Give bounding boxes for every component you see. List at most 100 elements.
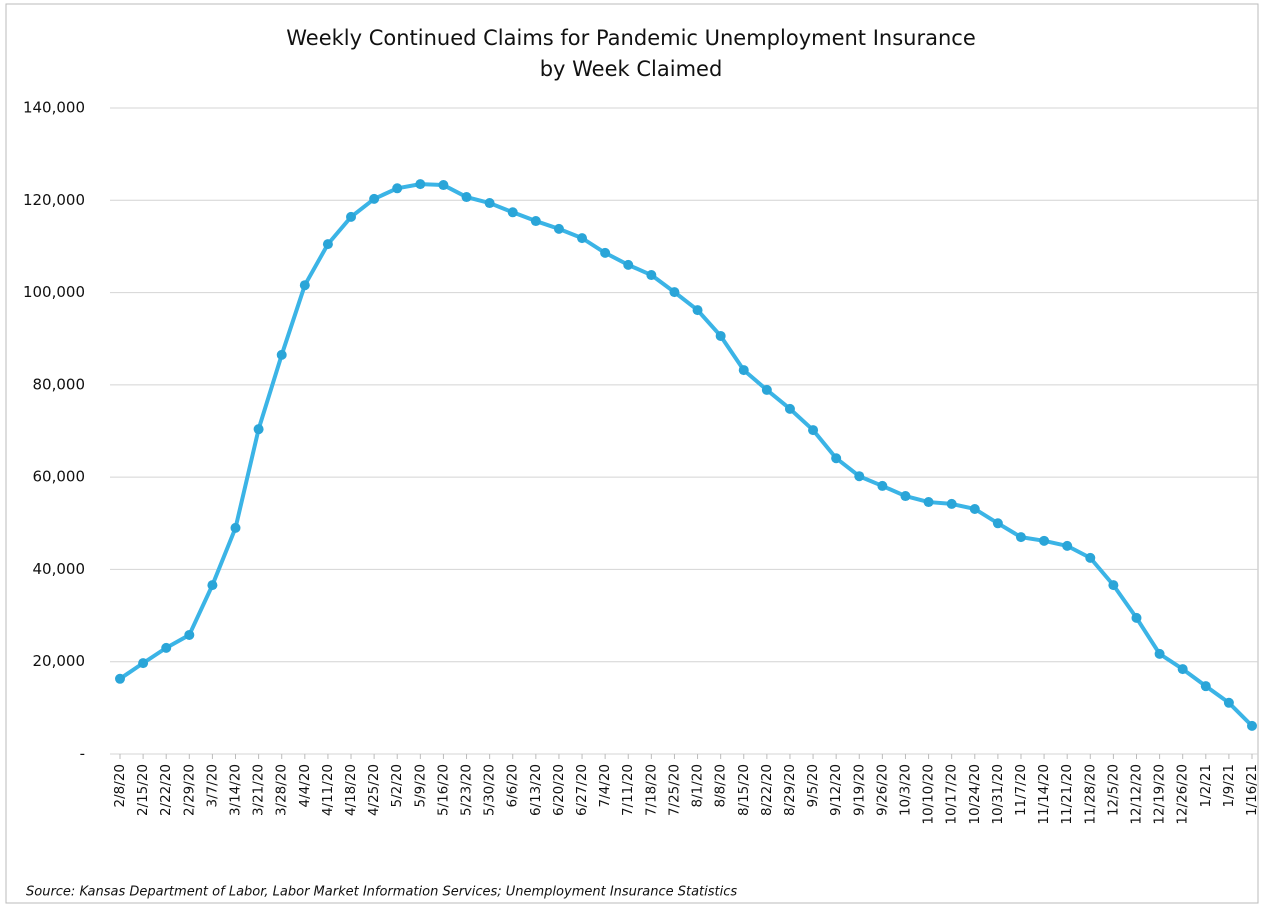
x-tick-label: 12/5/20 <box>1105 764 1121 816</box>
data-point <box>831 453 842 464</box>
data-point <box>808 425 819 436</box>
data-point <box>1131 612 1142 623</box>
x-tick-label: 10/10/20 <box>921 764 937 825</box>
x-tick-label: 7/18/20 <box>643 764 659 816</box>
x-tick-label: 11/7/20 <box>1013 764 1029 816</box>
x-tick-label: 9/5/20 <box>805 764 821 807</box>
data-point <box>276 349 287 360</box>
data-point <box>1200 681 1211 692</box>
data-point <box>969 503 980 514</box>
x-tick-label: 9/12/20 <box>828 764 844 816</box>
data-point <box>669 287 680 298</box>
x-tick-label: 8/22/20 <box>759 764 775 816</box>
x-tick-label: 2/29/20 <box>181 764 197 816</box>
y-tick-label: 80,000 <box>33 375 86 393</box>
chart-subtitle: by Week Claimed <box>540 57 723 81</box>
x-tick-label: 10/3/20 <box>897 764 913 816</box>
x-tick-label: 12/19/20 <box>1152 764 1168 825</box>
x-tick-label: 3/21/20 <box>251 764 267 816</box>
y-tick-label: - <box>80 745 85 763</box>
y-tick-label: 100,000 <box>23 283 85 301</box>
x-tick-label: 10/24/20 <box>967 764 983 825</box>
x-tick-label: 10/31/20 <box>990 764 1006 825</box>
x-tick-label: 6/13/20 <box>528 764 544 816</box>
data-point <box>1177 664 1188 675</box>
data-point <box>715 330 726 341</box>
data-point <box>623 259 634 270</box>
x-tick-label: 11/28/20 <box>1082 764 1098 825</box>
x-tick-label: 7/11/20 <box>620 764 636 816</box>
data-point <box>854 471 865 482</box>
data-point <box>646 270 657 281</box>
data-point <box>692 305 703 316</box>
x-tick-label: 3/28/20 <box>274 764 290 816</box>
data-point <box>184 629 195 640</box>
y-tick-label: 20,000 <box>33 652 86 670</box>
data-point <box>553 223 564 234</box>
x-tick-label: 5/30/20 <box>482 764 498 816</box>
data-point <box>946 498 957 509</box>
x-tick-label: 1/16/21 <box>1244 764 1260 816</box>
x-tick-label: 4/25/20 <box>366 764 382 816</box>
x-tick-label: 7/4/20 <box>597 764 613 807</box>
data-point <box>1223 697 1234 708</box>
x-tick-label: 4/11/20 <box>320 764 336 816</box>
x-tick-label: 11/14/20 <box>1036 764 1052 825</box>
x-tick-label: 5/23/20 <box>459 764 475 816</box>
x-tick-label: 2/15/20 <box>135 764 151 816</box>
y-tick-label: 40,000 <box>33 560 86 578</box>
x-tick-label: 10/17/20 <box>944 764 960 825</box>
chart-title: Weekly Continued Claims for Pandemic Une… <box>286 26 976 50</box>
x-tick-label: 2/22/20 <box>158 764 174 816</box>
x-tick-label: 1/2/21 <box>1198 764 1214 807</box>
data-point <box>392 183 403 194</box>
x-tick-label: 8/1/20 <box>690 764 706 807</box>
data-point <box>138 658 149 669</box>
data-point <box>1039 535 1050 546</box>
data-point <box>415 179 426 190</box>
data-point <box>1085 552 1096 563</box>
x-tick-label: 1/9/21 <box>1221 764 1237 807</box>
data-line <box>118 182 1254 728</box>
y-tick-label: 140,000 <box>23 99 85 117</box>
x-tick-label: 9/19/20 <box>851 764 867 816</box>
x-tick-label: 12/12/20 <box>1128 764 1144 825</box>
data-point <box>992 518 1003 529</box>
frame <box>5 3 1259 904</box>
data-point <box>115 673 125 684</box>
x-tick-label: 11/21/20 <box>1059 764 1075 825</box>
data-point <box>1154 648 1165 659</box>
data-point <box>784 403 795 414</box>
x-tick-label: 4/18/20 <box>343 764 359 816</box>
y-tick-label: 60,000 <box>33 468 86 486</box>
data-point <box>299 280 310 291</box>
x-tick-label: 12/26/20 <box>1175 764 1191 825</box>
x-tick-label: 2/8/20 <box>112 764 128 807</box>
x-tick-label: 8/15/20 <box>736 764 752 816</box>
data-point <box>738 365 749 376</box>
y-tick-label: 120,000 <box>23 191 85 209</box>
data-point <box>369 193 380 204</box>
data-point <box>507 207 518 218</box>
x-tick-label: 3/7/20 <box>204 764 220 807</box>
x-tick-label: 5/2/20 <box>389 764 405 807</box>
source-note: Source: Kansas Department of Labor, Labo… <box>26 885 737 900</box>
data-point <box>577 233 588 244</box>
x-tick-label: 8/8/20 <box>713 764 729 807</box>
data-point <box>877 480 888 491</box>
data-point <box>438 180 449 191</box>
data-point <box>230 522 241 533</box>
data-point <box>761 384 772 395</box>
data-point <box>346 211 357 222</box>
data-point <box>484 198 495 209</box>
x-tick-label: 7/25/20 <box>666 764 682 816</box>
data-point <box>461 192 472 203</box>
x-tick-label: 5/16/20 <box>435 764 451 816</box>
data-point <box>1062 540 1073 551</box>
x-tick-label: 3/14/20 <box>228 764 244 816</box>
data-point <box>923 497 934 508</box>
data-point <box>322 239 333 250</box>
data-point <box>207 580 218 591</box>
x-tick-label: 6/20/20 <box>551 764 567 816</box>
